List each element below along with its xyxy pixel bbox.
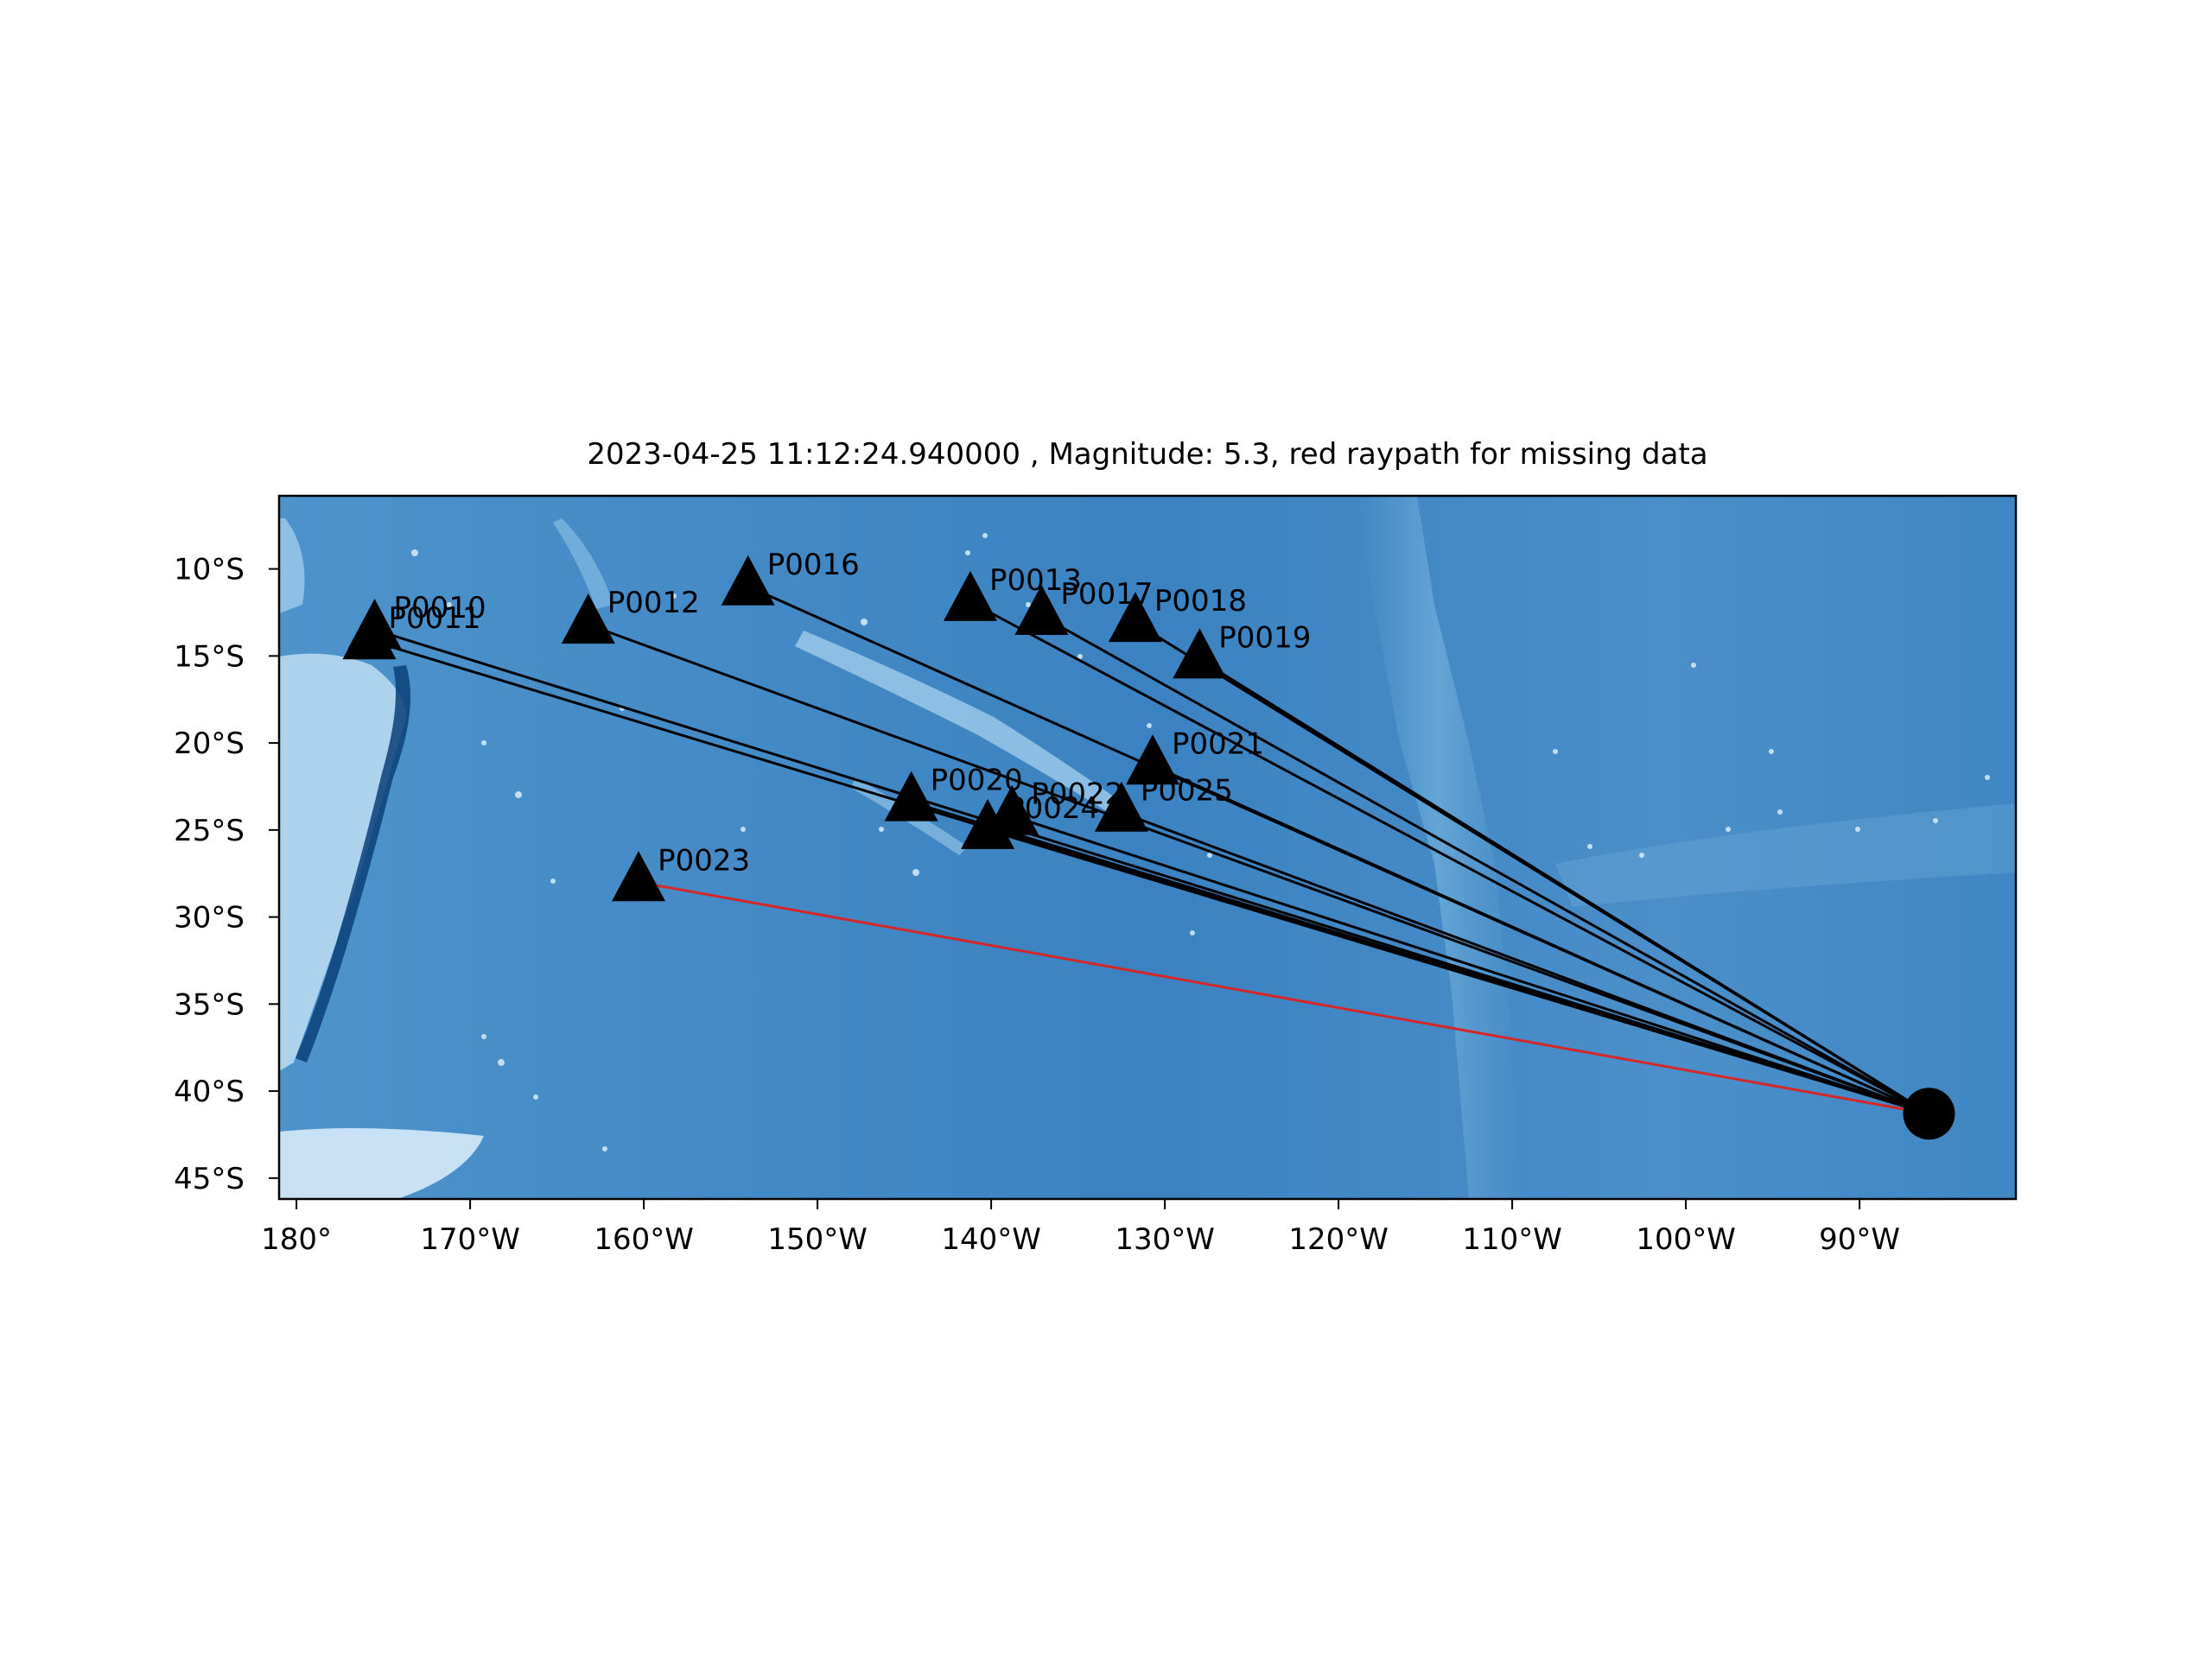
y-tick-label: 20°S: [174, 726, 245, 761]
x-tick-label: 160°W: [594, 1222, 694, 1257]
figure-title: 2023-04-25 11:12:24.940000 , Magnitude: …: [587, 437, 1707, 472]
y-tick-label: 40°S: [174, 1075, 245, 1109]
x-tick-label: 130°W: [1115, 1222, 1215, 1257]
y-tick-label: 35°S: [174, 987, 245, 1022]
station-label: P0016: [767, 548, 860, 582]
x-tick-label: 110°W: [1462, 1222, 1562, 1257]
station-label: P0018: [1154, 584, 1247, 618]
station-label: P0025: [1141, 774, 1233, 809]
station-label: P0024: [1007, 791, 1099, 826]
y-tick-label: 25°S: [174, 814, 245, 848]
y-axis: 10°S 15°S 20°S 25°S 30°S 35°S 40°S 45°S: [174, 553, 279, 1196]
y-tick-label: 45°S: [174, 1162, 245, 1196]
x-axis: 180° 170°W 160°W 150°W 140°W 130°W 120°W 110°W 1…: [261, 1199, 1900, 1257]
station-label: P0021: [1172, 726, 1264, 761]
x-tick-label: 100°W: [1636, 1222, 1736, 1257]
station-label: P0023: [658, 843, 750, 878]
y-tick-label: 10°S: [174, 553, 245, 587]
x-tick-label: 180°: [261, 1222, 332, 1257]
x-tick-label: 150°W: [767, 1222, 868, 1257]
station-label: P0019: [1218, 620, 1311, 655]
y-tick-label: 15°S: [174, 639, 245, 674]
x-tick-label: 140°W: [941, 1222, 1041, 1257]
x-tick-label: 90°W: [1819, 1222, 1900, 1257]
x-tick-label: 120°W: [1288, 1222, 1389, 1257]
event: [1904, 1088, 1955, 1139]
x-tick-label: 170°W: [420, 1222, 520, 1257]
station-label: P0012: [607, 586, 700, 620]
station-label: P0011: [389, 601, 481, 636]
y-tick-label: 30°S: [174, 901, 245, 936]
event-epicenter-icon[interactable]: [1904, 1088, 1955, 1139]
